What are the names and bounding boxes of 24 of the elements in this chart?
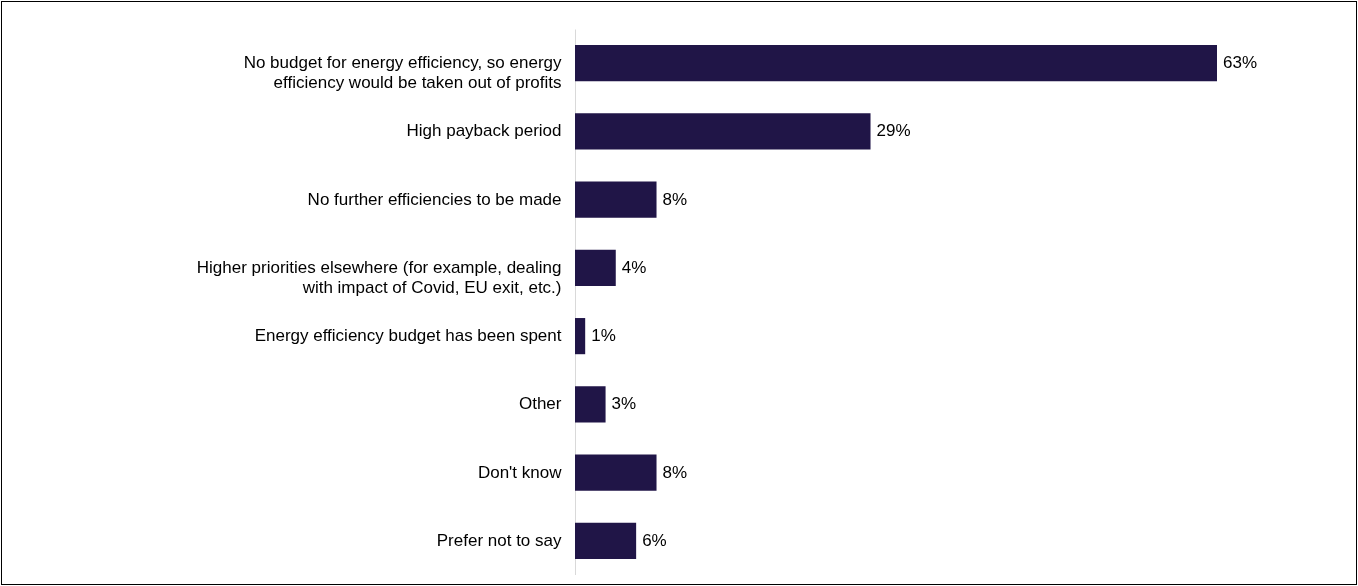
data-label: 4% — [621, 257, 647, 277]
data-label: 3% — [611, 394, 637, 414]
data-label: 1% — [591, 326, 616, 346]
data-label: 8% — [662, 189, 688, 209]
bar — [575, 522, 637, 559]
data-label: 29% — [876, 121, 911, 141]
y-tick-label: No budget for energy efficiency, so energy efficiency would be taken out of profits — [243, 53, 562, 93]
bar — [575, 386, 606, 423]
y-tick-label: Energy efficiency budget has been spent — [254, 326, 562, 346]
data-label: 8% — [662, 462, 688, 482]
bar — [575, 113, 871, 150]
data-label: 63% — [1223, 53, 1258, 73]
y-tick-label: No further efficiencies to be made — [307, 189, 562, 209]
bar — [575, 454, 657, 491]
bar — [575, 181, 657, 218]
bar — [575, 249, 616, 286]
bar — [575, 45, 1217, 82]
bar — [575, 318, 586, 355]
y-tick-label: High payback period — [406, 121, 562, 141]
y-tick-label: Don't know — [477, 462, 563, 482]
y-tick-label: Higher priorities elsewhere (for example, dealing with impact of Covid, EU exit, etc.) — [196, 257, 562, 297]
y-tick-label: Other — [518, 394, 562, 414]
y-tick-label: Prefer not to say — [436, 530, 562, 550]
data-label: 6% — [642, 530, 667, 550]
